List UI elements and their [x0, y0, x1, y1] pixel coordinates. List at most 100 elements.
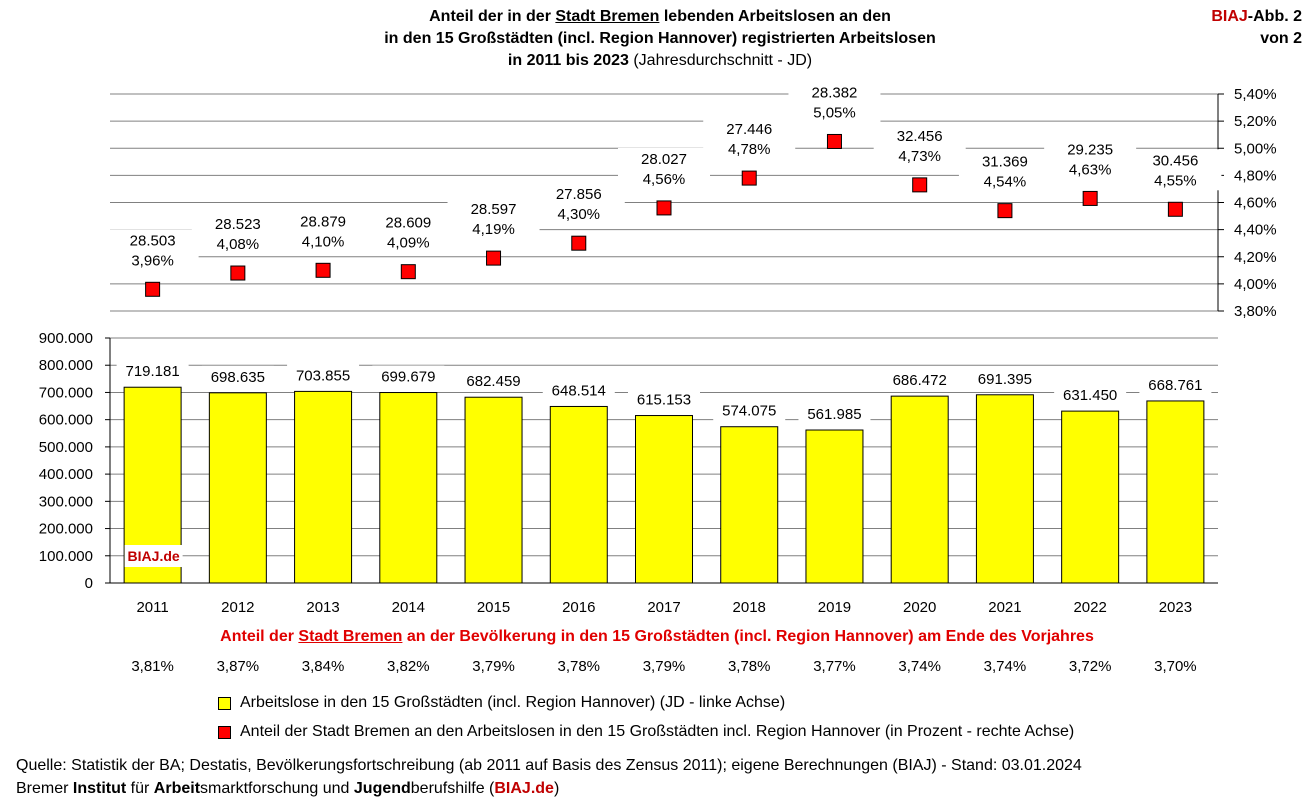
left-tick-label: 300.000 [39, 493, 93, 510]
left-tick-label: 700.000 [39, 384, 93, 401]
marker-percent-label: 5,05% [813, 104, 856, 121]
marker-percent-label: 4,10% [302, 233, 345, 250]
marker-label-bg [618, 147, 710, 189]
percent-marker [145, 281, 161, 297]
bar-label-bg [1054, 384, 1127, 406]
marker-label-bg [1044, 138, 1137, 180]
marker-count-label: 28.523 [215, 216, 261, 233]
bar-value-label: 719.181 [125, 363, 179, 380]
population-share-value: 3,81% [131, 658, 174, 675]
x-tick-label: 2018 [733, 599, 766, 616]
population-share-value: 3,74% [984, 658, 1027, 675]
population-share-title-city: Stadt Bremen [298, 628, 403, 645]
population-share-value: 3,78% [557, 658, 600, 675]
marker-label-bg [703, 118, 796, 160]
bar [890, 395, 949, 584]
x-tick-label: 2013 [306, 599, 339, 616]
badge-number: -Abb. 2 [1247, 8, 1302, 25]
percent-marker [230, 265, 246, 281]
population-share-title-a: Anteil der [220, 628, 299, 645]
watermark-bg [124, 545, 183, 567]
bar [975, 394, 1034, 584]
left-tick-label: 600.000 [39, 412, 93, 429]
bar-label-bg [201, 365, 274, 387]
population-share-value: 3,84% [302, 658, 345, 675]
title-line1-city: Stadt Bremen [555, 8, 660, 25]
right-tick-label: 4,20% [1234, 249, 1277, 266]
marker-label-bg [447, 198, 540, 240]
marker-count-label: 27.446 [726, 121, 772, 138]
population-share-value: 3,77% [813, 658, 856, 675]
title-line2: in den 15 Großstädten (incl. Region Hann… [384, 30, 936, 47]
population-share-value: 3,79% [643, 658, 686, 675]
bar [1146, 400, 1205, 584]
marker-count-label: 28.609 [385, 215, 431, 232]
bar-label-bg [968, 367, 1041, 389]
marker-count-label: 32.456 [897, 128, 943, 145]
bar-label-bg [628, 388, 700, 410]
population-share-value: 3,72% [1069, 658, 1112, 675]
marker-label-bg [362, 211, 455, 253]
bar-value-label: 703.855 [296, 367, 350, 384]
chart-title: Anteil der in der Stadt Bremen lebenden … [290, 6, 1030, 72]
marker-percent-label: 4,08% [217, 236, 260, 253]
percent-marker [315, 262, 331, 278]
bar-label-bg [798, 403, 871, 425]
marker-label-bg [532, 183, 625, 225]
right-tick-label: 5,20% [1234, 113, 1277, 130]
marker-count-label: 29.235 [1067, 141, 1113, 158]
bar-label-bg [457, 370, 530, 392]
percent-marker [997, 203, 1013, 219]
footer-inst-5: smarktforschung und [200, 780, 354, 797]
bar [805, 429, 864, 584]
marker-label-bg [191, 213, 284, 255]
percent-marker [1167, 201, 1183, 217]
bar [549, 405, 608, 584]
x-tick-label: 2017 [647, 599, 680, 616]
bar-label-bg [1139, 373, 1212, 395]
marker-count-label: 28.027 [641, 151, 687, 168]
title-line1-b: lebenden Arbeitslosen an den [659, 8, 891, 25]
title-line3-normal: (Jahresdurchschnitt - JD) [628, 52, 813, 69]
marker-percent-label: 4,19% [472, 221, 515, 238]
bar [635, 415, 693, 584]
bar-label-bg [883, 369, 956, 391]
badge-brand: BIAJ [1211, 8, 1248, 25]
x-tick-label: 2021 [988, 599, 1021, 616]
population-share-value: 3,70% [1154, 658, 1197, 675]
bar-value-label: 698.635 [211, 369, 265, 386]
population-share-title-b: an der Bevölkerung in den 15 Großstädten… [402, 628, 1094, 645]
left-tick-label: 400.000 [39, 466, 93, 483]
title-line3-bold: in 2011 bis 2023 [507, 52, 629, 69]
percent-marker [400, 264, 416, 280]
population-share-value: 3,74% [898, 658, 941, 675]
percent-marker [826, 133, 842, 149]
footer-inst-7: berufshilfe ( [410, 780, 495, 797]
legend-swatch-yellow [218, 696, 231, 710]
percent-marker [571, 235, 587, 251]
legend-label-bars: Arbeitslose in den 15 Großstädten (incl.… [240, 694, 786, 711]
population-share-title: Anteil der Stadt Bremen an der Bevölkeru… [0, 628, 1314, 646]
bar-value-label: 561.985 [807, 406, 861, 423]
footer-inst-4: Arbeit [153, 780, 201, 797]
percent-marker [912, 177, 928, 193]
left-tick-label: 0 [85, 575, 93, 592]
legend-swatch-red [218, 725, 231, 739]
right-tick-label: 4,80% [1234, 167, 1277, 184]
marker-label-bg [958, 150, 1051, 192]
watermark: BIAJ.de [128, 548, 180, 564]
bar-value-label: 648.514 [552, 382, 606, 399]
x-tick-label: 2023 [1159, 599, 1192, 616]
marker-count-label: 27.856 [556, 186, 602, 203]
percent-marker [486, 250, 502, 266]
left-tick-label: 800.000 [39, 357, 93, 374]
badge-of: von 2 [1260, 30, 1302, 47]
marker-percent-label: 4,78% [728, 141, 771, 158]
title-line1-a: Anteil der in der [429, 8, 556, 25]
population-share-value: 3,82% [387, 658, 430, 675]
marker-label-bg [788, 81, 881, 123]
right-tick-label: 5,40% [1234, 86, 1277, 103]
x-tick-label: 2014 [392, 599, 425, 616]
marker-percent-label: 4,73% [898, 148, 941, 165]
